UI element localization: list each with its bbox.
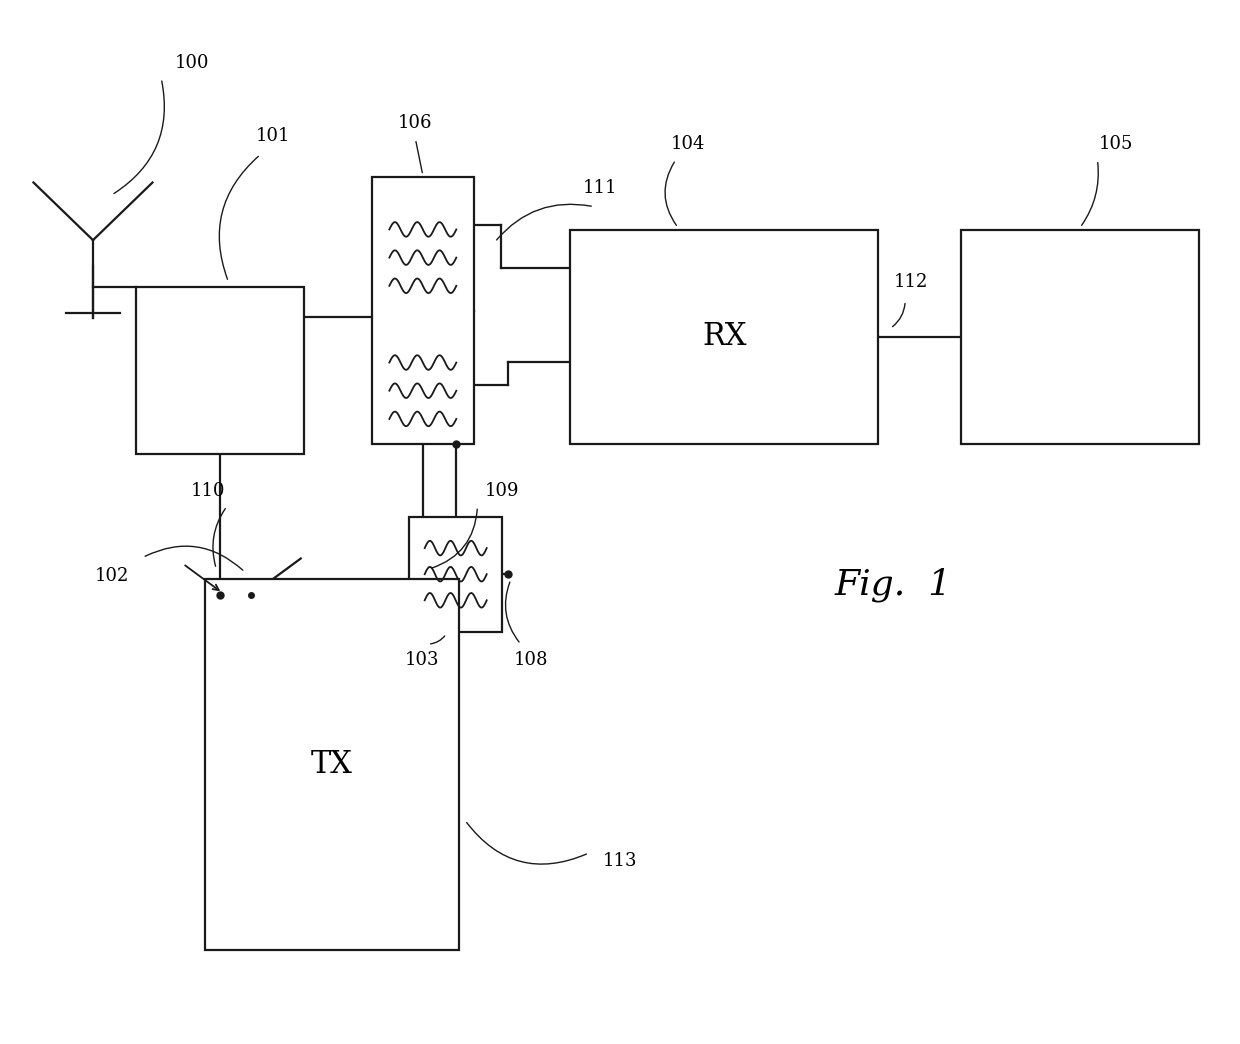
Text: TX: TX bbox=[311, 750, 352, 780]
Bar bbox=[136, 287, 304, 454]
Text: 111: 111 bbox=[583, 179, 618, 197]
Text: 100: 100 bbox=[175, 53, 210, 72]
Bar bbox=[570, 230, 878, 444]
Text: 108: 108 bbox=[513, 650, 548, 669]
Text: RX: RX bbox=[702, 322, 746, 352]
Text: 113: 113 bbox=[603, 852, 637, 871]
Bar bbox=[409, 517, 502, 632]
Bar bbox=[205, 579, 459, 950]
Text: 103: 103 bbox=[404, 650, 439, 669]
Bar bbox=[372, 177, 474, 444]
Text: 104: 104 bbox=[671, 135, 706, 153]
Text: 109: 109 bbox=[485, 481, 520, 500]
Text: Fig.  1: Fig. 1 bbox=[835, 567, 951, 602]
Text: 112: 112 bbox=[894, 272, 929, 291]
Text: 101: 101 bbox=[255, 126, 290, 145]
Text: 110: 110 bbox=[191, 481, 226, 500]
Text: 105: 105 bbox=[1099, 135, 1133, 153]
Text: 102: 102 bbox=[94, 567, 129, 586]
Text: 106: 106 bbox=[398, 114, 433, 133]
Bar bbox=[961, 230, 1199, 444]
